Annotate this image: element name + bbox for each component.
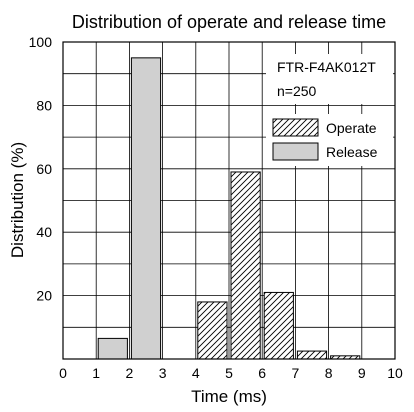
x-tick-labels: 0 1 2 3 4 5 6 7 8 9 10: [59, 365, 403, 381]
chart-title: Distribution of operate and release time: [72, 12, 386, 32]
x-tick-label: 7: [292, 365, 300, 381]
x-axis-label: Time (ms): [191, 387, 267, 406]
bars: [97, 57, 361, 360]
legend-swatch-release: [272, 142, 319, 161]
bar-release: [130, 57, 162, 360]
plot-frame: [62, 41, 396, 360]
x-tick-label: 1: [92, 365, 100, 381]
x-tick-label: 3: [159, 365, 167, 381]
legend: Operate Release: [266, 114, 393, 166]
x-tick-label: 9: [358, 365, 366, 381]
legend-swatch-operate: [272, 118, 319, 137]
x-tick-label: 6: [258, 365, 266, 381]
sample-count-annotation: n=250: [277, 83, 317, 99]
model-annotation: FTR-F4AK012T: [277, 59, 376, 75]
bar-operate: [197, 301, 228, 360]
x-tick-label: 10: [387, 365, 403, 381]
y-tick-label: 80: [36, 97, 52, 113]
legend-label-release: Release: [326, 144, 378, 160]
legend-label-operate: Operate: [326, 120, 377, 136]
y-tick-label: 100: [29, 34, 53, 50]
x-tick-label: 0: [59, 365, 67, 381]
x-tick-label: 5: [225, 365, 233, 381]
bar-operate: [263, 291, 294, 360]
x-tick-label: 4: [192, 365, 200, 381]
y-tick-labels: 20 40 60 80 100: [29, 34, 53, 304]
annotation-box: [266, 54, 393, 104]
bar-release: [97, 337, 128, 360]
bar-operate: [230, 171, 261, 360]
y-tick-label: 20: [36, 288, 52, 304]
x-tick-label: 8: [325, 365, 333, 381]
y-tick-label: 60: [36, 161, 52, 177]
y-axis-label: Distribution (%): [8, 142, 27, 258]
x-tick-label: 2: [126, 365, 134, 381]
bar-operate: [296, 350, 328, 360]
y-tick-label: 40: [36, 224, 52, 240]
